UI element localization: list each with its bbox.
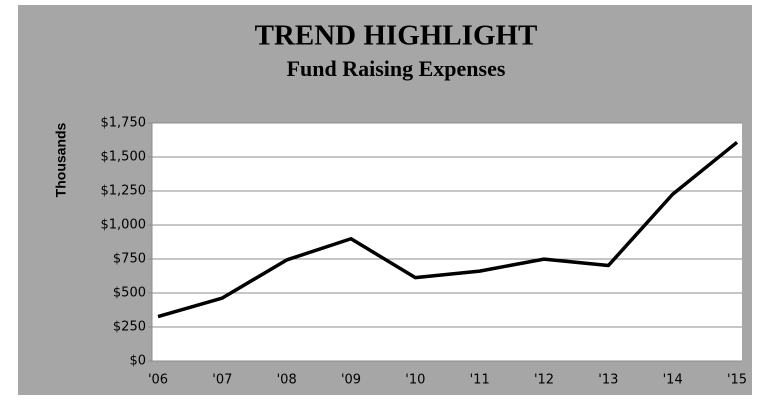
x-tick-label: '10 [405,373,425,388]
x-tick-label: '07 [212,373,232,388]
y-tick-label: $250 [113,320,146,335]
x-tick-label: '06 [148,373,168,388]
x-tick-label: '13 [598,373,618,388]
y-tick-label: $1,500 [101,150,147,165]
chart-title: TREND HIGHLIGHT [255,20,538,52]
y-tick-label: $750 [113,252,146,267]
y-tick-label: $0 [129,354,146,369]
y-tick-label: $1,750 [101,116,147,131]
x-tick-label: '12 [534,373,554,388]
data-line [157,140,739,319]
plot-area [152,123,742,361]
x-tick-label: '08 [277,373,297,388]
y-tick-label: $500 [113,286,146,301]
x-tick-label: '11 [470,373,490,388]
x-tick-label: '09 [341,373,361,388]
y-tick-label: $1,250 [101,184,147,199]
y-tick-label: $1,000 [101,218,147,233]
y-axis-label: Thousands [53,122,69,197]
chart-subtitle: Fund Raising Expenses [287,56,506,81]
x-tick-label: '15 [727,373,747,388]
x-tick-label: '14 [663,373,683,388]
